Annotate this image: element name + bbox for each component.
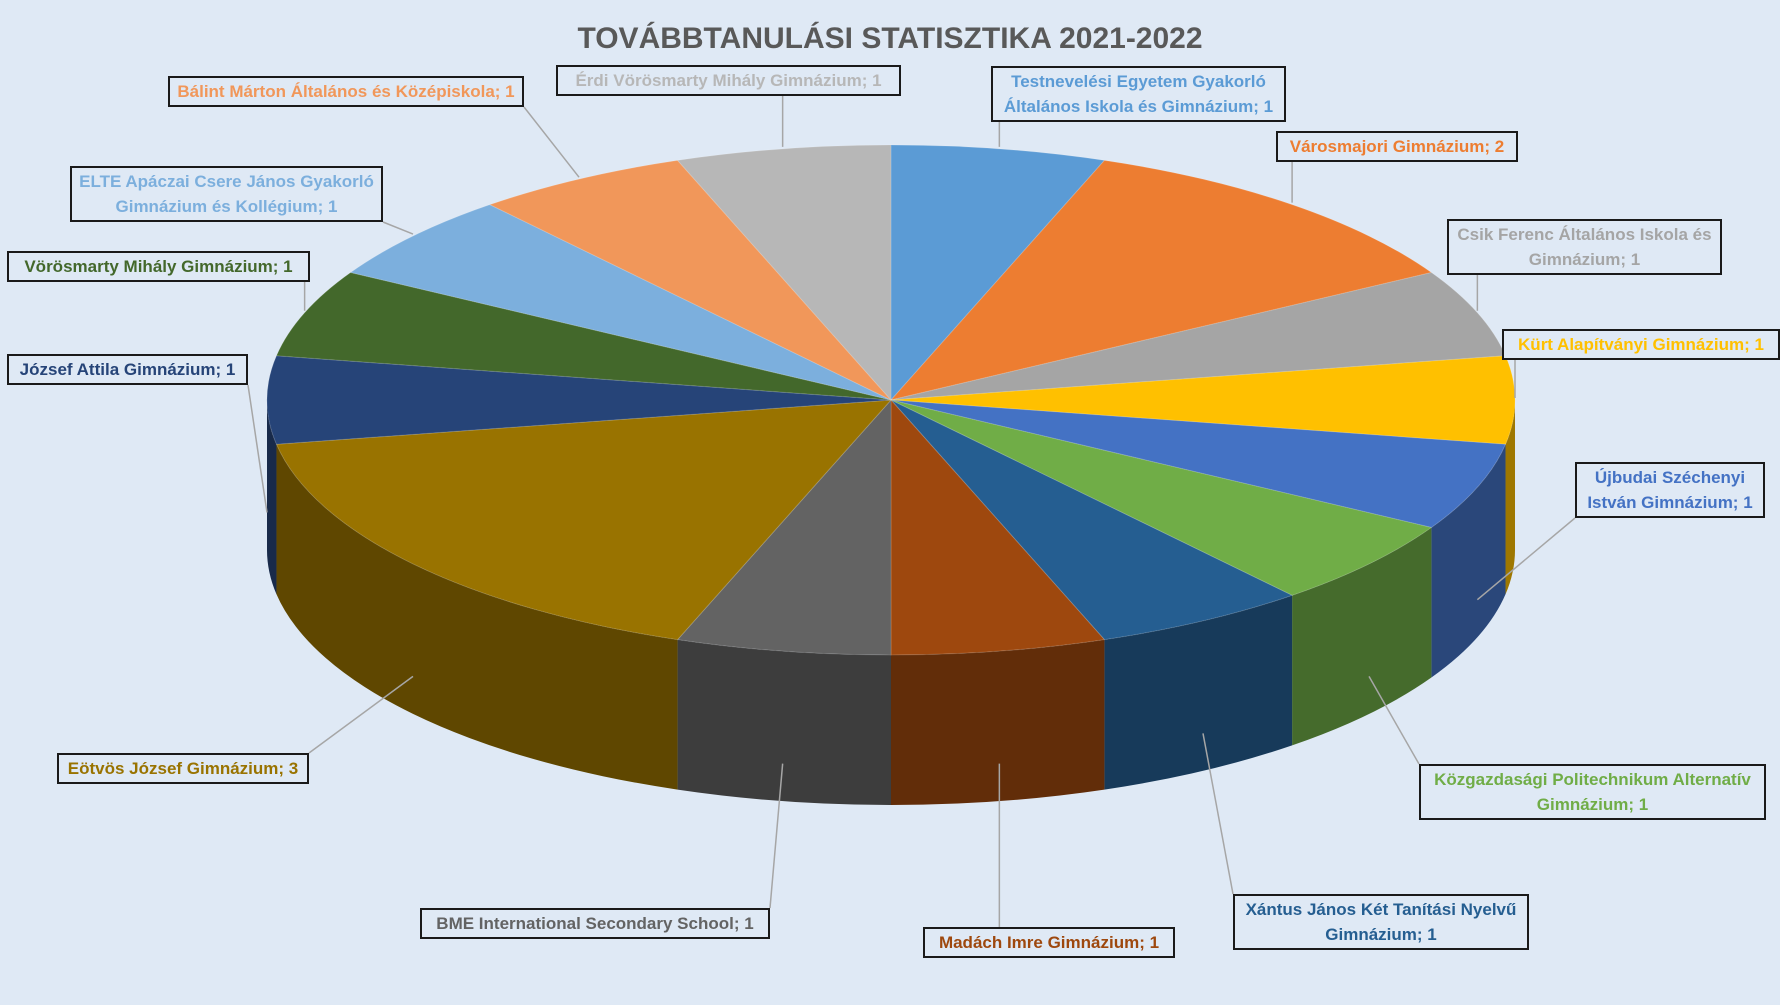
leader-line — [1202, 733, 1234, 895]
slice — [275, 271, 892, 401]
slice-sides — [267, 400, 1515, 805]
slice — [890, 399, 1507, 529]
slice-side — [276, 444, 678, 790]
leader-line — [308, 675, 414, 754]
slice-side — [1292, 527, 1432, 746]
slice — [349, 204, 892, 401]
data-label: Közgazdasági Politechnikum Alternatív Gi… — [1419, 764, 1766, 820]
leader-line — [523, 106, 580, 178]
data-label: Eötvös József Gimnázium; 3 — [57, 753, 309, 784]
leader-line — [247, 384, 268, 513]
data-label: Vörösmarty Mihály Gimnázium; 1 — [7, 251, 310, 282]
data-label: ELTE Apáczai Csere János Gyakorló Gimnáz… — [70, 166, 383, 222]
data-label: Madách Imre Gimnázium; 1 — [923, 927, 1175, 958]
slice-side — [677, 639, 891, 805]
slice-tops — [266, 144, 1516, 656]
data-label: BME International Secondary School; 1 — [420, 908, 770, 939]
slice-side — [1431, 444, 1506, 678]
leader-line — [382, 221, 414, 235]
slice — [676, 144, 892, 402]
slice — [890, 399, 1433, 596]
leader-lines — [247, 96, 1576, 927]
slice — [890, 398, 1106, 656]
slice-side — [891, 639, 1105, 805]
slice — [676, 398, 892, 656]
leader-line — [1476, 517, 1576, 601]
slice-side — [267, 400, 277, 595]
data-label: József Attila Gimnázium; 1 — [7, 354, 248, 385]
chart-title: TOVÁBBTANULÁSI STATISZTIKA 2021-2022 — [577, 21, 1202, 55]
leader-line — [769, 763, 784, 909]
data-label: Újbudai Széchenyi István Gimnázium; 1 — [1575, 462, 1765, 518]
slice — [890, 399, 1294, 641]
slice — [890, 144, 1106, 402]
slice — [488, 159, 892, 401]
slice-side — [1104, 595, 1293, 790]
leader-line — [1368, 676, 1420, 765]
data-label: Testnevelési Egyetem Gyakorló Általános … — [991, 66, 1286, 122]
data-label: Kürt Alapítványi Gimnázium; 1 — [1502, 329, 1780, 360]
data-label: Érdi Vörösmarty Mihály Gimnázium; 1 — [556, 65, 901, 96]
slice — [266, 355, 892, 445]
slice — [889, 159, 1433, 401]
data-label: Városmajori Gimnázium; 2 — [1276, 131, 1518, 162]
data-label: Xántus János Két Tanítási Nyelvű Gimnázi… — [1233, 894, 1529, 950]
slice — [275, 399, 893, 641]
data-label: Bálint Márton Általános és Középiskola; … — [168, 76, 524, 107]
data-label: Csik Ferenc Általános Iskola és Gimnáziu… — [1447, 219, 1722, 275]
slice-side — [1505, 400, 1515, 595]
